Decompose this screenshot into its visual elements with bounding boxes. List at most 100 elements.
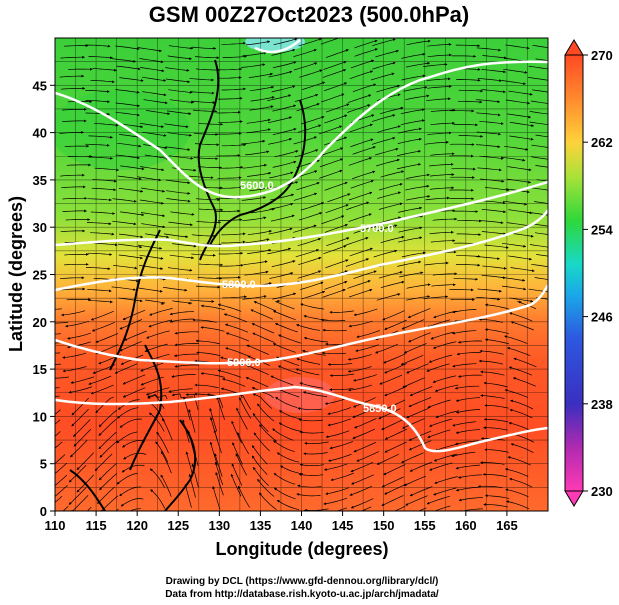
streamline <box>509 408 533 419</box>
streamline <box>401 251 426 258</box>
streamline <box>528 211 548 216</box>
streamline <box>408 332 431 343</box>
streamline <box>193 157 219 161</box>
streamline <box>269 272 294 279</box>
streamline <box>509 312 533 322</box>
streamline <box>299 430 324 434</box>
streamline <box>508 90 533 96</box>
streamline <box>318 125 343 135</box>
streamline <box>55 376 69 379</box>
streamline <box>457 474 483 479</box>
streamline <box>352 407 375 418</box>
streamline <box>85 90 110 93</box>
streamline <box>377 125 401 133</box>
streamline <box>397 137 422 144</box>
streamline <box>484 448 509 453</box>
streamline <box>223 313 248 323</box>
streamline <box>353 441 377 453</box>
streamline <box>251 387 274 399</box>
streamline <box>196 351 221 357</box>
streamline <box>189 78 215 82</box>
streamline <box>140 187 166 193</box>
streamline <box>328 453 352 462</box>
streamline <box>480 370 505 376</box>
streamline <box>55 454 66 464</box>
streamline <box>122 374 146 385</box>
x-tick-label: 115 <box>86 518 107 533</box>
streamline <box>335 507 348 511</box>
streamline <box>88 135 113 139</box>
streamline <box>405 94 430 101</box>
streamline <box>350 498 374 509</box>
streamline <box>218 251 244 255</box>
streamline <box>246 128 271 134</box>
streamline <box>417 507 427 511</box>
streamline <box>347 354 372 361</box>
streamline <box>406 283 431 289</box>
streamline <box>140 67 165 73</box>
streamline <box>405 184 430 191</box>
streamline <box>161 417 173 441</box>
streamline <box>405 62 431 68</box>
streamline <box>325 487 349 495</box>
streamline <box>457 374 483 378</box>
streamline <box>373 249 398 258</box>
streamline <box>296 493 321 497</box>
streamline <box>164 123 189 128</box>
streamline <box>322 288 346 298</box>
streamline <box>166 110 192 115</box>
colorbar-bottom-arrow <box>564 490 584 507</box>
streamline <box>60 287 86 291</box>
streamline <box>535 134 548 138</box>
streamline <box>435 410 459 418</box>
streamline <box>216 276 241 279</box>
streamline <box>231 463 243 486</box>
streamline <box>453 277 479 281</box>
streamline <box>142 91 167 97</box>
streamline <box>212 486 221 510</box>
streamline <box>60 229 86 233</box>
streamline <box>217 67 243 71</box>
x-axis: 110 115 120 125 130 135 140 145 150 155 160 165 <box>45 511 518 533</box>
coastline <box>69 59 307 511</box>
streamline <box>325 204 349 214</box>
streamline <box>55 308 63 310</box>
streamline <box>505 488 529 498</box>
streamline <box>481 89 506 94</box>
streamline <box>98 418 117 436</box>
streamline <box>170 211 195 216</box>
y-tick-label: 20 <box>33 315 47 330</box>
streamline <box>371 114 396 122</box>
streamline <box>479 220 504 224</box>
streamline <box>91 187 117 192</box>
streamline <box>198 263 224 267</box>
streamline <box>354 39 378 49</box>
streamline <box>267 247 292 255</box>
streamline <box>377 191 401 199</box>
streamline <box>349 485 373 496</box>
streamline <box>66 298 91 301</box>
streamline <box>221 232 246 236</box>
streamline <box>507 255 532 261</box>
streamline <box>268 138 293 145</box>
streamline <box>476 112 501 117</box>
streamline <box>115 89 140 94</box>
streamline <box>55 321 69 324</box>
x-tick-label: 160 <box>455 518 477 533</box>
streamline <box>349 70 374 80</box>
streamline <box>118 297 143 303</box>
streamline <box>55 474 68 487</box>
streamline <box>455 429 480 434</box>
streamline <box>269 202 294 210</box>
streamline <box>141 223 166 229</box>
streamline <box>70 494 89 511</box>
streamline <box>426 97 451 102</box>
streamline <box>86 44 111 48</box>
streamline <box>477 167 502 172</box>
streamline <box>320 318 346 322</box>
streamline <box>302 349 327 356</box>
streamline <box>502 200 528 206</box>
streamline <box>406 39 431 46</box>
streamline <box>400 119 425 126</box>
streamline <box>427 85 452 89</box>
